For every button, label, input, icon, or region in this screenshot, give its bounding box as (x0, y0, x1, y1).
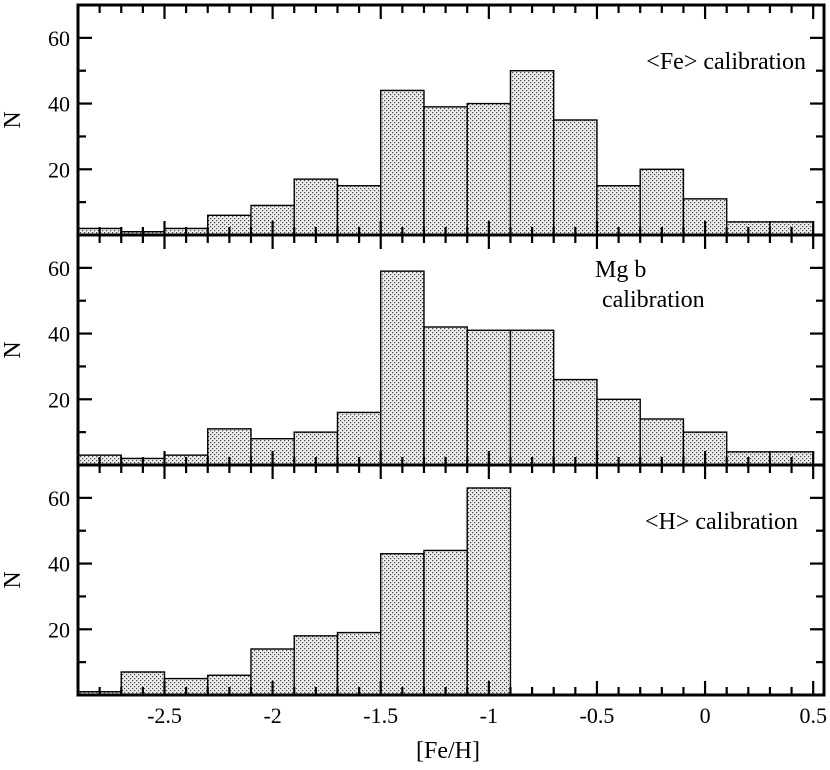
y-axis-title-panel-1: N (0, 111, 26, 128)
y-tick-label-panel-3: 40 (48, 552, 70, 577)
x-tick-label: 0.5 (799, 703, 827, 728)
bar-panel-1-bin-14 (639, 168, 685, 236)
y-axis-title-panel-2: N (0, 341, 26, 358)
bar-panel-1-bin-10 (466, 102, 512, 236)
bar-panel-3-bin-7 (336, 631, 382, 696)
y-tick-label-panel-2: 60 (48, 256, 70, 281)
panel-label-mgb-line1: Mg b (595, 257, 646, 283)
x-tick-label: -1.5 (363, 703, 398, 728)
bar-panel-2-bin-13 (596, 398, 641, 466)
bar-panel-2-bin-11 (509, 329, 555, 466)
bar-panel-2-bin-9 (423, 326, 468, 466)
y-tick-label-panel-3: 20 (48, 617, 70, 642)
bar-panel-1-bin-12 (553, 119, 598, 236)
y-tick-label-panel-1: 40 (48, 92, 70, 117)
bar-panel-3-bin-9 (423, 549, 468, 696)
bar-panel-1-bin-8 (380, 89, 425, 236)
bar-panel-1-bin-11 (509, 70, 555, 236)
x-axis-title: [Fe/H] (416, 738, 480, 764)
panel-label-mgb-line2: calibration (602, 287, 705, 313)
bar-panel-2-bin-8 (380, 270, 425, 466)
bar-panel-3-bin-10 (466, 487, 512, 696)
bar-panel-2-bin-12 (553, 378, 598, 466)
y-tick-label-panel-2: 40 (48, 322, 70, 347)
x-tick-label: 0 (700, 703, 711, 728)
panel-label-h: <H> calibration (645, 509, 798, 535)
x-tick-label: -2.5 (147, 703, 182, 728)
bar-panel-1-bin-6 (293, 178, 339, 236)
y-tick-label-panel-3: 60 (48, 486, 70, 511)
x-tick-label: -0.5 (580, 703, 615, 728)
bar-panel-1-bin-9 (423, 106, 468, 236)
bar-panel-3-bin-6 (293, 635, 339, 696)
y-axis-title-panel-3: N (0, 571, 26, 588)
y-tick-label-panel-1: 20 (48, 157, 70, 182)
panel-label-fe: <Fe> calibration (646, 49, 806, 75)
bar-panel-2-bin-10 (466, 329, 512, 466)
x-tick-label: -2 (263, 703, 281, 728)
bar-panel-3-bin-8 (380, 553, 425, 696)
x-tick-label: -1 (480, 703, 498, 728)
y-tick-label-panel-1: 60 (48, 26, 70, 51)
panel-3-frame (76, 463, 826, 697)
y-tick-label-panel-2: 20 (48, 387, 70, 412)
